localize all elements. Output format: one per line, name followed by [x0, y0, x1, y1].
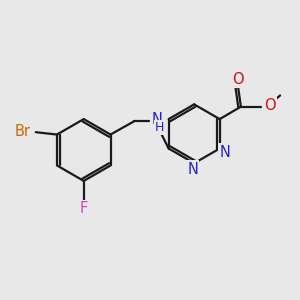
Text: F: F	[80, 201, 88, 216]
Text: N: N	[220, 145, 230, 160]
Text: H: H	[155, 121, 164, 134]
Text: O: O	[232, 71, 244, 86]
Text: N: N	[187, 162, 198, 177]
Text: O: O	[264, 98, 276, 113]
Text: Br: Br	[14, 124, 31, 139]
Text: N: N	[152, 112, 163, 127]
